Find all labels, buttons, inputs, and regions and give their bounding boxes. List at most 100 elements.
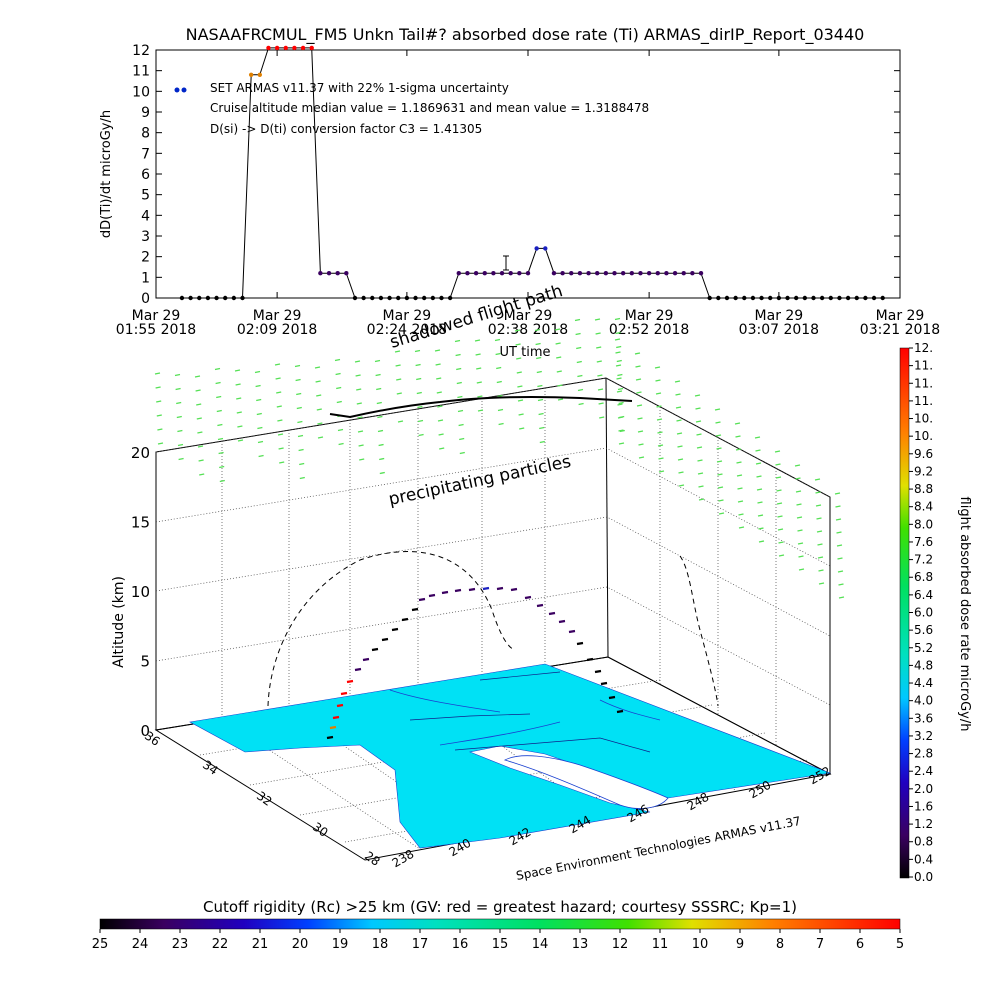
- particle-streak: [597, 388, 604, 391]
- colorbar-tick-label: 6.0: [914, 606, 933, 620]
- colorbar-tick-label: 3.6: [914, 711, 933, 725]
- colorbar-tick-label: 7.2: [914, 553, 933, 567]
- particle-streak: [835, 505, 841, 508]
- particle-streak: [815, 491, 821, 494]
- particle-streak: [536, 356, 542, 360]
- particle-streak: [379, 471, 385, 475]
- particle-streak: [694, 394, 701, 397]
- particle-streak: [518, 413, 524, 416]
- particle-streak: [476, 381, 482, 384]
- y-tick-label: 9: [141, 105, 150, 121]
- particle-streak: [357, 416, 363, 419]
- data-point: [465, 271, 470, 276]
- particle-streak: [698, 485, 704, 488]
- x-tick-label-time: 02:24 2018: [367, 322, 447, 338]
- x-tick-label-date: Mar 29: [253, 308, 302, 324]
- particle-streak: [575, 332, 581, 336]
- particle-streak: [456, 381, 462, 385]
- particle-streak: [756, 488, 763, 491]
- data-point: [396, 295, 401, 301]
- particle-streak: [716, 460, 723, 463]
- particle-streak: [196, 403, 202, 406]
- cutoff-rigidity-colorbar-ticks: 25 24 23 22 21 20 19 18 17 16 15 14 13 12 11 10 9 8 7 6 5: [92, 929, 904, 952]
- particle-streak: [775, 463, 781, 466]
- particle-streak: [598, 402, 604, 405]
- colorbar-tick-label: 9.2: [914, 464, 933, 478]
- particle-streak: [474, 339, 481, 342]
- particle-streak: [517, 399, 524, 402]
- y-tick-label: 2: [141, 250, 150, 266]
- flight-track-marker: [401, 617, 409, 622]
- particle-streak: [254, 370, 261, 374]
- colorbar-tick-label: 17: [412, 937, 429, 952]
- precipitating-particle-streaks: [154, 317, 845, 599]
- particle-streak: [554, 328, 561, 331]
- particle-streak: [496, 366, 502, 370]
- particle-streak: [814, 478, 821, 481]
- particle-streak: [776, 502, 783, 505]
- colorbar-tick-label: 6.8: [914, 570, 933, 584]
- data-point: [880, 295, 885, 301]
- flight-track-marker: [381, 637, 389, 642]
- dose-rate-line: [182, 47, 883, 299]
- cutoff-rigidity-colorbar-fill: [99, 918, 901, 930]
- data-point: [525, 271, 531, 276]
- particle-streak: [296, 392, 302, 396]
- data-point: [595, 271, 600, 276]
- data-point: [802, 295, 808, 301]
- particle-streak: [836, 531, 842, 534]
- data-point: [248, 72, 254, 78]
- particle-streak: [197, 445, 204, 448]
- particle-streak: [714, 408, 721, 411]
- particle-streak: [436, 391, 442, 394]
- data-point: [231, 295, 237, 301]
- data-point: [223, 295, 228, 301]
- colorbar-tick-label: 3.2: [914, 729, 933, 743]
- particle-streak: [795, 490, 802, 493]
- data-point: [335, 271, 340, 276]
- dose-rate-series: [179, 45, 885, 301]
- particle-streak: [257, 440, 264, 444]
- data-point: [672, 271, 678, 276]
- y-tick-label: 3: [141, 229, 150, 245]
- data-point: [266, 45, 271, 51]
- y-tick-label: 1: [141, 270, 150, 286]
- y-tick-label: 11: [132, 64, 150, 80]
- particle-streak: [818, 569, 824, 572]
- data-point: [370, 295, 375, 301]
- data-point: [681, 271, 686, 276]
- y-tick-label: 8: [141, 126, 150, 142]
- flight-track-marker: [418, 597, 426, 602]
- particle-streak: [754, 436, 761, 439]
- data-point: [543, 246, 548, 251]
- particle-streak: [816, 530, 823, 533]
- altitude-ticks: 0 5 10 15 20: [131, 444, 150, 740]
- particle-streak: [276, 405, 282, 408]
- particle-streak: [838, 583, 844, 586]
- particle-streak: [216, 409, 222, 413]
- particle-streak: [335, 372, 341, 376]
- particle-streak: [194, 375, 201, 378]
- data-point: [768, 295, 773, 301]
- flight-track-marker: [391, 627, 399, 632]
- particle-streak: [256, 398, 262, 402]
- x-tick-label-time: 02:52 2018: [609, 322, 689, 338]
- colorbar-tick-label: 2.8: [914, 747, 933, 761]
- particle-streak: [775, 476, 782, 479]
- data-point: [517, 271, 522, 276]
- particle-streak: [736, 474, 743, 477]
- particle-streak: [557, 398, 564, 401]
- colorbar-tick-label: 21: [252, 937, 269, 952]
- particle-streak: [336, 386, 342, 390]
- flight-track-marker: [326, 735, 334, 740]
- data-point: [257, 72, 263, 78]
- data-point: [638, 271, 643, 276]
- particle-streak: [695, 420, 702, 423]
- particle-streak: [154, 372, 161, 375]
- particle-streak: [677, 458, 684, 461]
- particle-streak: [658, 457, 664, 460]
- particle-streak: [278, 447, 284, 450]
- particle-streak: [274, 363, 281, 366]
- particle-streak: [758, 540, 765, 543]
- data-point: [240, 295, 245, 301]
